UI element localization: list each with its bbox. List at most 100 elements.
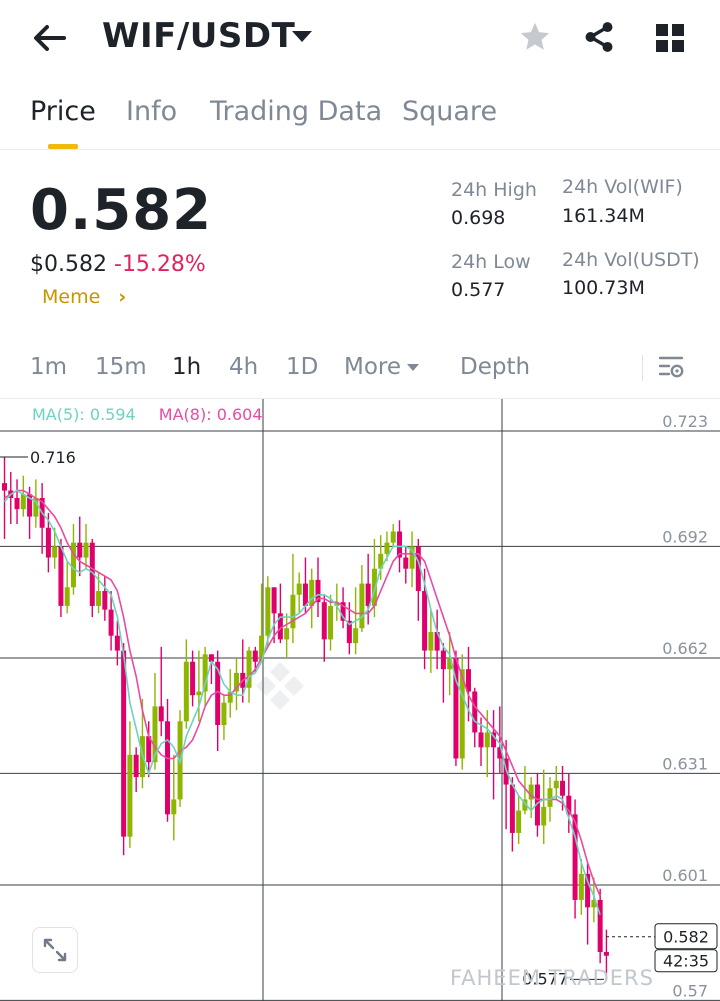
candle-body — [83, 542, 89, 558]
interval-separator — [642, 355, 643, 381]
candle-body — [296, 583, 302, 595]
low-marker-label: 0.577 — [522, 969, 568, 988]
candle-body — [114, 635, 120, 651]
low-24h-value: 0.577 — [451, 279, 506, 301]
grid-icon[interactable] — [655, 23, 685, 53]
tab-info[interactable]: Info — [126, 96, 178, 127]
expand-chart-button[interactable] — [32, 927, 78, 973]
share-icon[interactable] — [582, 20, 616, 54]
candle-body — [359, 583, 365, 629]
candle-body — [491, 732, 497, 748]
ma8-line — [4, 489, 601, 897]
interval-1d[interactable]: 1D — [286, 354, 319, 380]
expand-icon — [43, 938, 67, 962]
candle-body — [378, 553, 384, 569]
candle-body — [534, 784, 540, 826]
candle-body — [340, 602, 346, 621]
tab-price[interactable]: Price — [30, 96, 96, 127]
vol-quote-value: 100.73M — [562, 277, 645, 299]
interval-15m[interactable]: 15m — [95, 354, 147, 380]
candle-body — [183, 661, 189, 722]
candle-body — [265, 587, 271, 636]
chart-settings-icon[interactable] — [657, 352, 687, 382]
candle-body — [578, 873, 584, 900]
tabs-divider — [0, 149, 720, 150]
interval-more[interactable]: More — [344, 354, 402, 380]
last-price-box — [654, 923, 718, 950]
interval-1h[interactable]: 1h — [172, 354, 202, 380]
candle-body — [328, 605, 334, 640]
candle-body — [528, 784, 534, 800]
candle-body — [202, 654, 208, 692]
y-tick-label: 0.601 — [662, 866, 708, 885]
ma5-legend: MA(5): 0.594 — [32, 405, 136, 424]
candle-body — [284, 628, 290, 640]
candle-body — [440, 650, 446, 670]
pair-title[interactable]: WIF/USDT — [102, 16, 296, 56]
candle-body — [190, 661, 196, 696]
tab-square[interactable]: Square — [402, 96, 498, 127]
interval-1m[interactable]: 1m — [30, 354, 68, 380]
candle-body — [447, 658, 453, 670]
exchange-watermark-logo — [256, 662, 304, 710]
high-24h-label: 24h High — [451, 179, 537, 201]
top-bar: WIF/USDT — [0, 0, 720, 80]
candle-body — [27, 494, 33, 517]
y-tick-label: 0.631 — [662, 754, 708, 773]
candle-body — [585, 873, 591, 908]
watermark-text: FAHEEM TRADERS — [450, 966, 654, 990]
candle-body — [233, 672, 239, 692]
candle-body — [353, 628, 359, 644]
candle-body — [484, 732, 490, 748]
candle-body — [246, 650, 252, 688]
candle-body — [603, 952, 609, 956]
category-tag-link[interactable]: Meme › — [42, 286, 126, 308]
candle-body — [227, 691, 233, 703]
candle-body — [277, 613, 283, 640]
candle-body — [158, 706, 164, 722]
candlestick-chart[interactable]: 0.723 0.692 0.662 0.631 0.601 0.57 0.716 0.577… — [0, 399, 720, 1001]
candle-body — [121, 650, 127, 837]
candle-body — [597, 899, 603, 953]
candle-body — [478, 732, 484, 748]
candle-body — [70, 542, 76, 588]
candle-body — [509, 784, 515, 833]
candle-body — [171, 799, 177, 815]
candle-body — [165, 721, 171, 815]
interval-4h[interactable]: 4h — [229, 354, 259, 380]
candle-body — [560, 780, 566, 796]
candle-body — [415, 546, 421, 592]
candle-body — [547, 788, 553, 807]
candle-body — [453, 658, 459, 759]
y-tick-label: 0.723 — [662, 412, 708, 431]
candle-body — [309, 579, 315, 606]
candle-body — [152, 706, 158, 763]
candle-body — [390, 531, 396, 543]
countdown-label: 42:35 — [663, 952, 709, 971]
price-change-percent: -15.28% — [114, 252, 206, 277]
candle-body — [208, 654, 214, 662]
star-icon[interactable] — [518, 20, 552, 54]
depth-tab[interactable]: Depth — [460, 354, 531, 380]
watermark-diamond-shape — [256, 662, 304, 710]
candle-body — [302, 583, 308, 606]
candle-body — [221, 702, 227, 726]
candle-body — [516, 810, 522, 833]
candle-body — [472, 691, 478, 733]
category-tag-label: Meme — [42, 286, 101, 308]
candle-body — [541, 806, 547, 826]
candle-body — [77, 542, 83, 558]
back-arrow-icon[interactable] — [30, 18, 70, 58]
candle-body — [397, 531, 403, 558]
candle-body — [58, 546, 64, 606]
vol-quote-label: 24h Vol(USDT) — [562, 249, 700, 271]
more-caret-icon[interactable] — [407, 364, 419, 371]
candle-body — [108, 609, 114, 636]
low-24h-label: 24h Low — [451, 251, 531, 273]
candle-body — [64, 587, 70, 606]
candle-body — [553, 780, 559, 789]
pair-dropdown-caret-icon[interactable] — [292, 31, 312, 42]
high-marker-label: 0.716 — [30, 448, 76, 467]
vol-base-value: 161.34M — [562, 205, 645, 227]
tab-trading-data[interactable]: Trading Data — [210, 96, 383, 127]
